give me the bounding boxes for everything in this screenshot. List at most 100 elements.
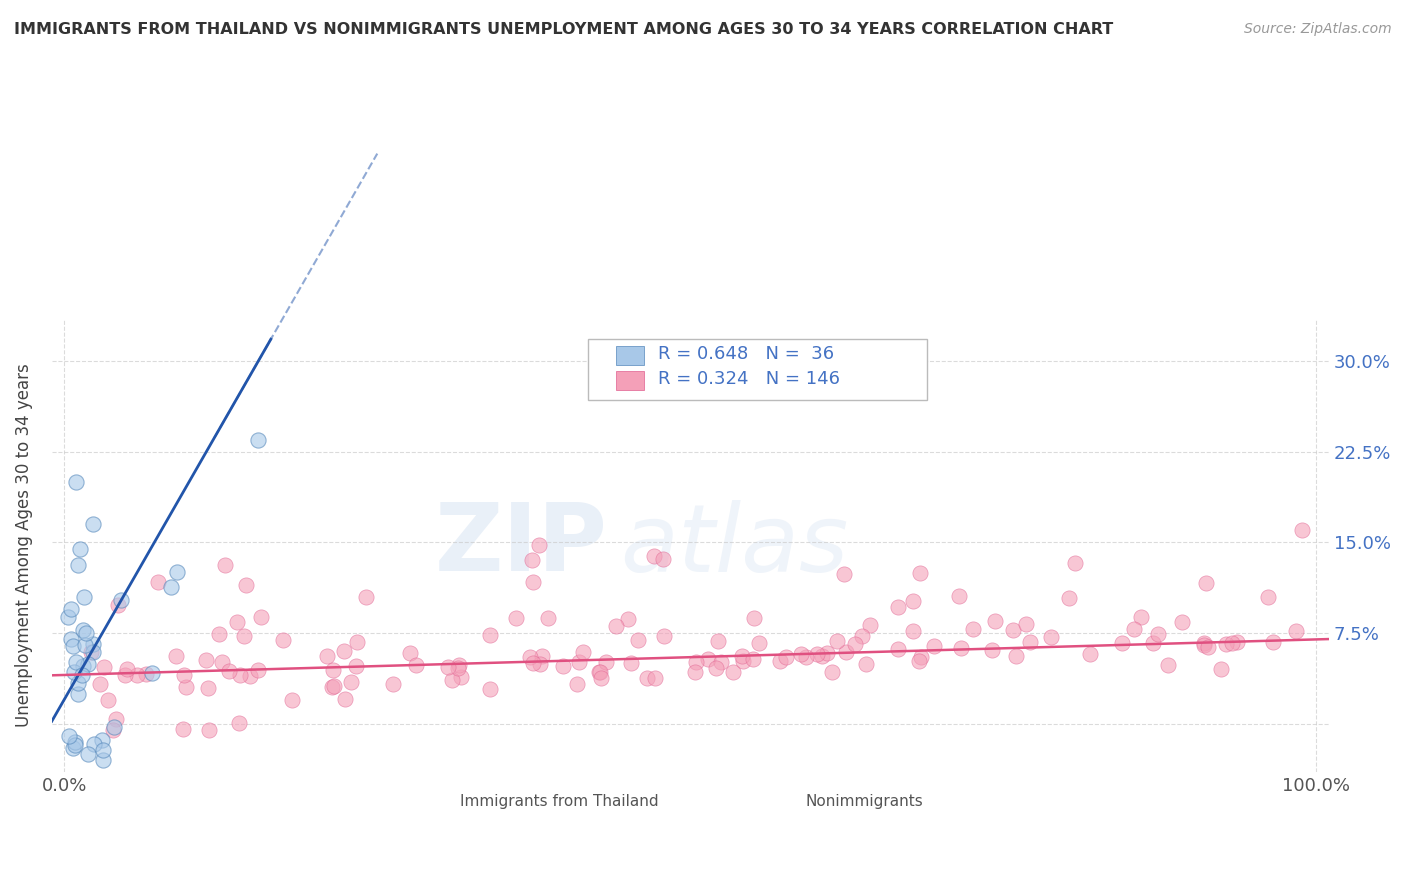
Point <box>356 590 378 604</box>
Point <box>333 691 356 706</box>
Point <box>344 659 367 673</box>
Point <box>589 671 612 685</box>
Point <box>174 680 197 694</box>
Point <box>235 578 257 592</box>
Point <box>315 649 337 664</box>
Point <box>229 668 252 682</box>
Point <box>93 660 115 674</box>
Point <box>91 753 114 767</box>
Point <box>901 624 924 639</box>
Point <box>67 675 90 690</box>
Point <box>58 729 80 743</box>
Point <box>706 633 728 648</box>
Point <box>197 681 219 695</box>
Point <box>58 609 80 624</box>
Point <box>65 735 87 749</box>
Point <box>1111 636 1133 650</box>
Text: Source: ZipAtlas.com: Source: ZipAtlas.com <box>1244 22 1392 37</box>
FancyBboxPatch shape <box>616 346 644 366</box>
Point <box>101 723 124 737</box>
Point <box>82 637 104 651</box>
Text: IMMIGRANTS FROM THAILAND VS NONIMMIGRANTS UNEMPLOYMENT AMONG AGES 30 TO 34 YEARS: IMMIGRANTS FROM THAILAND VS NONIMMIGRANT… <box>14 22 1114 37</box>
Point <box>107 599 129 613</box>
Point <box>1156 658 1178 673</box>
Point <box>437 659 460 673</box>
Point <box>1211 661 1233 675</box>
Point <box>1195 576 1218 591</box>
Point <box>683 665 706 679</box>
Point <box>449 658 471 673</box>
Point <box>962 622 984 636</box>
Point <box>80 645 103 659</box>
Point <box>1147 627 1170 641</box>
Point <box>195 652 218 666</box>
Point <box>381 677 404 691</box>
Text: R = 0.648   N =  36: R = 0.648 N = 36 <box>658 345 834 363</box>
Point <box>571 644 593 658</box>
Point <box>733 654 755 668</box>
Point <box>218 664 240 678</box>
Point <box>141 666 163 681</box>
Point <box>447 661 470 675</box>
Point <box>855 657 877 671</box>
Point <box>247 663 270 677</box>
Point <box>65 739 87 753</box>
Point <box>859 618 882 632</box>
Y-axis label: Unemployment Among Ages 30 to 34 years: Unemployment Among Ages 30 to 34 years <box>15 364 32 727</box>
Point <box>721 665 744 680</box>
Point <box>77 657 100 671</box>
Point <box>77 747 100 761</box>
Point <box>1019 634 1042 648</box>
Point <box>82 517 104 532</box>
Point <box>1261 635 1284 649</box>
Point <box>82 645 104 659</box>
Point <box>1122 622 1144 636</box>
Point <box>59 602 82 616</box>
Point <box>588 665 610 680</box>
Point <box>103 720 125 734</box>
Point <box>565 677 588 691</box>
Point <box>67 687 90 701</box>
Point <box>63 665 86 680</box>
Point <box>553 659 575 673</box>
Point <box>589 665 612 679</box>
Point <box>198 723 221 738</box>
FancyBboxPatch shape <box>766 793 794 810</box>
Point <box>333 644 356 658</box>
Point <box>1142 636 1164 650</box>
Point <box>165 649 187 664</box>
Point <box>505 611 527 625</box>
Point <box>907 654 929 668</box>
Point <box>821 665 844 679</box>
Point <box>135 666 157 681</box>
Point <box>104 712 127 726</box>
Point <box>1285 624 1308 638</box>
Point <box>159 580 181 594</box>
Point <box>620 656 643 670</box>
Point <box>685 655 707 669</box>
Point <box>887 642 910 657</box>
Point <box>568 656 591 670</box>
Point <box>75 638 97 652</box>
Point <box>643 549 665 563</box>
Text: Nonimmigrants: Nonimmigrants <box>806 794 922 808</box>
Point <box>769 654 792 668</box>
Point <box>322 663 344 677</box>
Point <box>617 612 640 626</box>
Point <box>1197 640 1219 654</box>
Point <box>233 629 256 643</box>
Point <box>908 566 931 581</box>
Point <box>239 669 262 683</box>
Point <box>321 680 343 694</box>
Point <box>537 611 560 625</box>
Point <box>73 590 96 604</box>
Point <box>83 737 105 751</box>
Point <box>346 635 368 649</box>
Point <box>1192 636 1215 650</box>
Point <box>851 629 873 643</box>
Point <box>250 610 273 624</box>
Point <box>1291 523 1313 537</box>
Point <box>399 646 422 660</box>
Point <box>710 656 733 670</box>
Point <box>75 626 97 640</box>
